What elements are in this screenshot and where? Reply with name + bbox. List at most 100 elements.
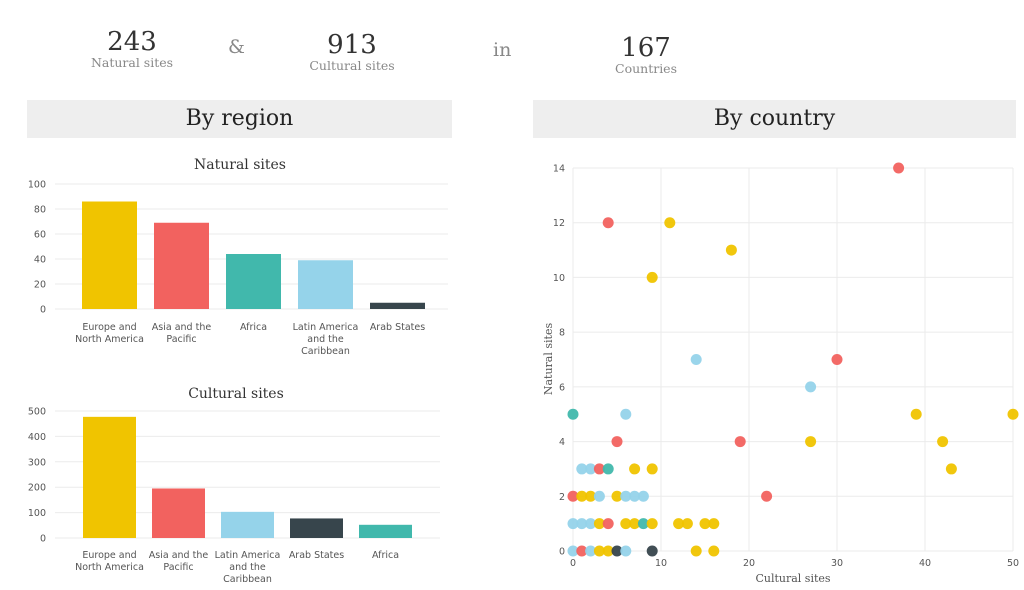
x-tick-label: 30 — [831, 558, 843, 569]
category-label: Caribbean — [301, 346, 350, 357]
scatter-point — [734, 436, 746, 448]
y-tick-label: 300 — [28, 457, 46, 468]
scatter-point — [611, 545, 623, 557]
x-tick-label: 10 — [655, 558, 667, 569]
y-tick-label: 100 — [28, 508, 46, 519]
category-label: Pacific — [166, 334, 196, 345]
bar — [370, 302, 425, 309]
bar — [154, 222, 209, 309]
y-tick-label: 500 — [28, 407, 46, 418]
y-tick-label: 20 — [34, 280, 46, 291]
natural-sites-stat: 243 Natural sites — [80, 28, 184, 70]
x-tick-label: 40 — [919, 558, 931, 569]
scatter-point — [725, 244, 737, 256]
scatter-point — [690, 354, 702, 365]
scatter-point — [893, 162, 905, 174]
y-tick-label: 0 — [559, 547, 565, 558]
y-tick-label: 0 — [40, 305, 46, 316]
y-tick-label: 6 — [559, 382, 565, 393]
scatter-point — [576, 490, 588, 502]
natural-sites-label: Natural sites — [90, 55, 174, 70]
scatter-point — [664, 217, 676, 229]
scatter-point — [910, 408, 922, 420]
x-tick-label: 50 — [1007, 558, 1019, 569]
scatter-point — [629, 518, 641, 530]
ampersand: & — [228, 36, 245, 58]
y-axis-label: Natural sites — [542, 323, 555, 396]
by-country-header: By country — [533, 100, 1016, 138]
bar — [359, 524, 412, 538]
category-label: Africa — [372, 550, 399, 561]
x-axis-label: Cultural sites — [755, 572, 830, 585]
y-tick-label: 14 — [553, 164, 565, 175]
scatter-point — [567, 408, 579, 420]
scatter-point — [831, 354, 843, 365]
y-tick-label: 2 — [559, 492, 565, 503]
scatter-point — [761, 490, 773, 502]
scatter-point — [593, 518, 605, 530]
y-tick-label: 80 — [34, 205, 46, 216]
scatter-point — [629, 490, 641, 502]
scatter-point — [602, 545, 614, 557]
scatter-point — [602, 518, 614, 530]
category-label: and the — [229, 562, 266, 573]
y-tick-label: 10 — [553, 273, 565, 284]
bar — [298, 260, 353, 309]
category-label: Latin America — [215, 550, 281, 561]
scatter-point — [567, 518, 579, 530]
scatter-point — [805, 381, 817, 393]
x-tick-label: 20 — [743, 558, 755, 569]
scatter-point — [673, 518, 685, 530]
scatter-point — [576, 518, 588, 530]
countries-stat: 167 Countries — [600, 34, 692, 76]
bar — [82, 201, 137, 309]
scatter-point — [585, 545, 597, 557]
scatter-point — [690, 545, 702, 557]
scatter-point — [945, 463, 957, 475]
bar — [226, 254, 281, 309]
bar — [290, 518, 343, 538]
chart-title: Cultural sites — [188, 386, 284, 402]
scatter-point — [620, 518, 632, 530]
cultural-sites-label: Cultural sites — [309, 58, 395, 73]
scatter-point — [805, 436, 817, 448]
category-label: Arab States — [370, 322, 425, 333]
x-tick-label: 0 — [570, 558, 576, 569]
category-label: Asia and the — [152, 322, 212, 333]
scatter-point — [602, 217, 614, 229]
scatter-point — [620, 408, 632, 420]
y-tick-label: 400 — [28, 432, 46, 443]
scatter-point — [708, 518, 720, 530]
scatter-point — [593, 490, 605, 502]
y-tick-label: 0 — [40, 534, 46, 545]
cultural-sites-stat: 913 Cultural sites — [296, 31, 408, 73]
category-label: North America — [75, 334, 144, 345]
scatter-point — [620, 490, 632, 502]
scatter-point — [585, 518, 597, 530]
scatter-point — [602, 463, 614, 475]
scatter-point — [585, 490, 597, 502]
y-tick-label: 40 — [34, 255, 46, 266]
y-tick-label: 12 — [553, 218, 565, 229]
category-label: Europe and — [82, 550, 136, 561]
countries-label: Countries — [615, 61, 677, 76]
scatter-point — [937, 436, 949, 448]
cultural-sites-count: 913 — [327, 30, 377, 60]
scatter-point — [593, 545, 605, 557]
category-label: Africa — [240, 322, 267, 333]
scatter-point — [637, 518, 649, 530]
y-tick-label: 60 — [34, 230, 46, 241]
scatter-point — [576, 545, 588, 557]
scatter-point — [646, 271, 658, 283]
scatter-point — [681, 518, 693, 530]
category-label: and the — [307, 334, 344, 345]
countries-count: 167 — [621, 33, 671, 63]
y-tick-label: 100 — [28, 180, 46, 191]
category-label: Pacific — [163, 562, 193, 573]
scatter-point — [585, 463, 597, 475]
scatter-point — [699, 518, 711, 530]
scatter-point — [567, 545, 579, 557]
scatter-point — [567, 490, 579, 502]
scatter-point — [620, 545, 632, 557]
